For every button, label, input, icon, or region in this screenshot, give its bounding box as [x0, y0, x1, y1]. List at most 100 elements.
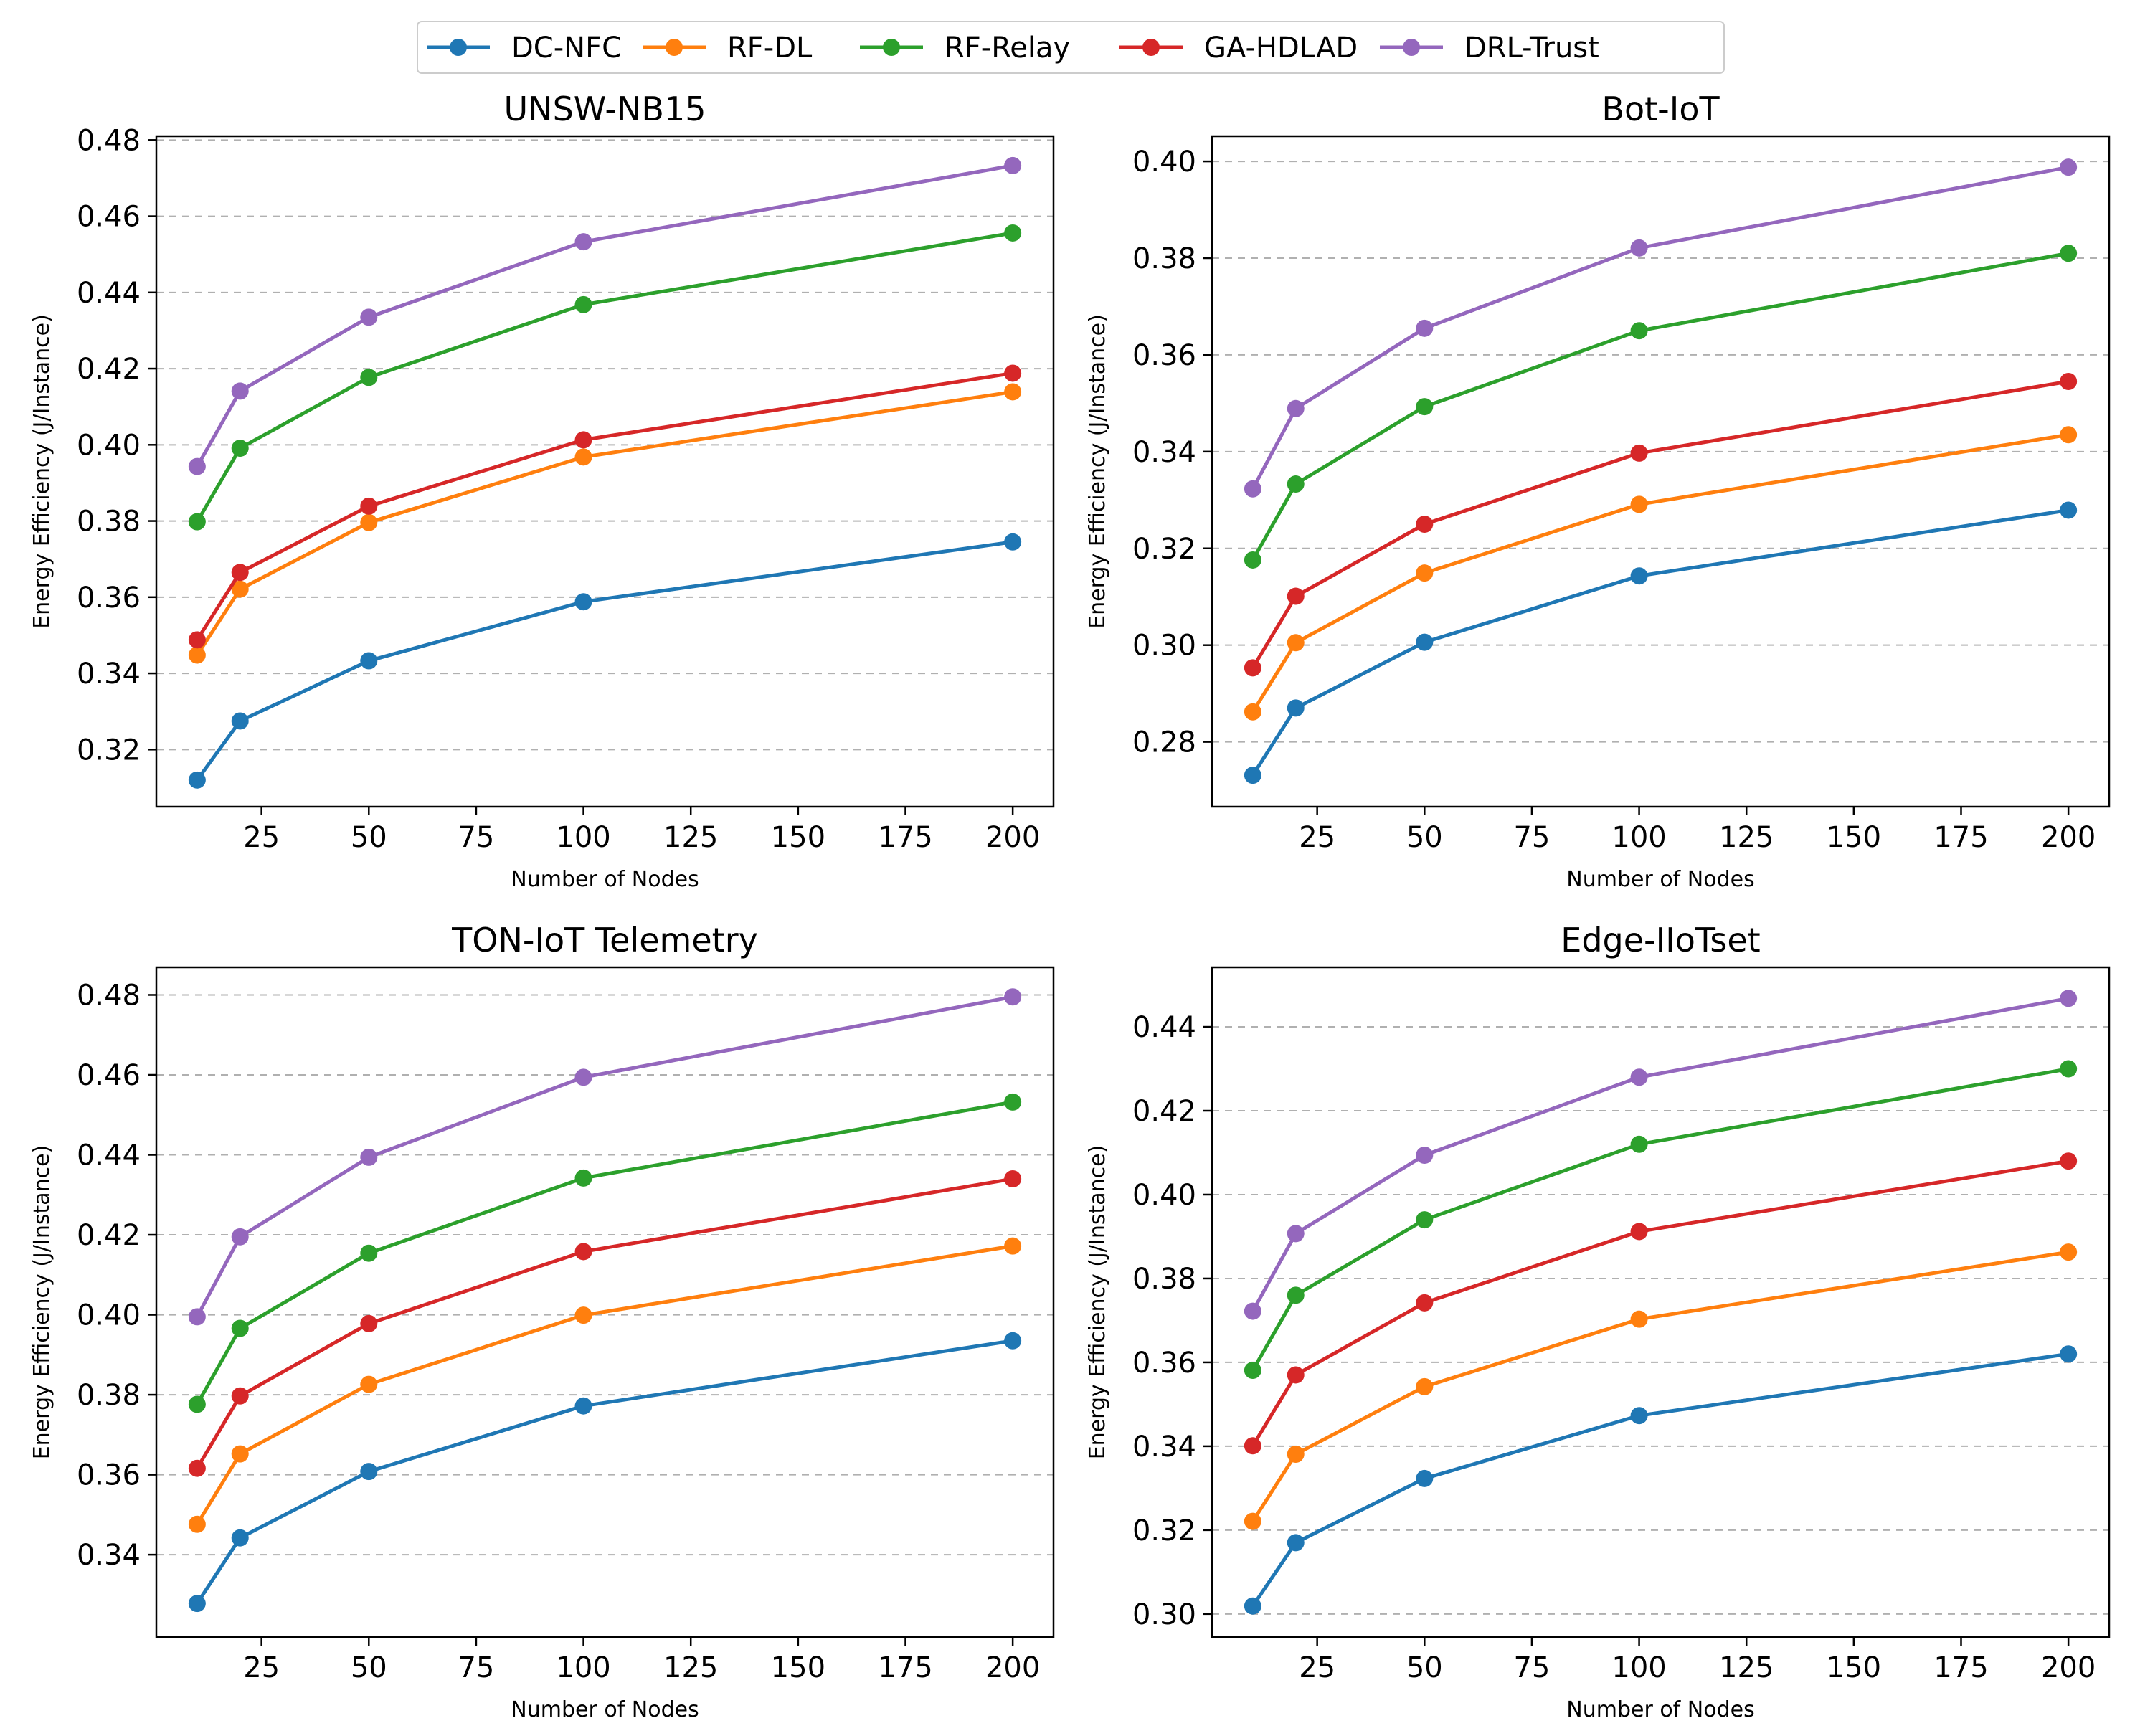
- series-line-ga-hdlad: [195, 1177, 1013, 1469]
- data-point: [1416, 1469, 1434, 1487]
- data-point: [231, 1228, 249, 1246]
- data-point: [1416, 516, 1434, 533]
- y-tick-label: 0.38: [1132, 242, 1196, 275]
- y-tick-label: 0.36: [1132, 1347, 1196, 1380]
- x-tick-label: 50: [1406, 1651, 1443, 1684]
- x-tick-label: 175: [878, 1651, 932, 1684]
- series-drl-trust: [188, 156, 1022, 475]
- x-axis-label: Number of Nodes: [511, 1697, 699, 1722]
- y-tick-label: 0.40: [1132, 146, 1196, 179]
- chart-title: Edge-IIoTset: [1561, 921, 1760, 959]
- x-axis-label: Number of Nodes: [1566, 1697, 1754, 1722]
- series-ga-hdlad: [1244, 1152, 2078, 1455]
- data-point: [188, 631, 206, 649]
- data-point: [574, 448, 592, 466]
- data-point: [360, 1463, 378, 1481]
- data-point: [188, 1515, 206, 1533]
- data-point: [2060, 158, 2078, 176]
- data-point: [1287, 634, 1305, 652]
- data-point: [360, 1148, 378, 1166]
- series-ga-hdlad: [188, 364, 1022, 649]
- series-line-rf-relay: [1251, 1067, 2069, 1372]
- data-point: [574, 1068, 592, 1086]
- x-tick-label: 75: [458, 821, 494, 854]
- x-tick-label: 200: [2041, 821, 2096, 854]
- data-point: [231, 1319, 249, 1337]
- y-axis: 0.32 0.34 0.36 0.38 0.40 0.42 0.44 0.46 0.48 Ener…: [29, 124, 156, 767]
- data-point: [574, 1397, 592, 1415]
- data-point: [2060, 1152, 2078, 1170]
- legend: DC-NFC RF-DL RF-Relay GA-HDLAD DRL-Trust: [417, 21, 1725, 74]
- data-point: [188, 513, 206, 531]
- plot-frame: [155, 135, 1055, 808]
- data-point: [1287, 1446, 1305, 1464]
- x-tick-label: 100: [1611, 1651, 1666, 1684]
- data-point: [2060, 990, 2078, 1007]
- legend-marker-ga-hdlad: [1142, 39, 1160, 56]
- data-point: [231, 580, 249, 598]
- data-point: [574, 1169, 592, 1187]
- y-tick-label: 0.42: [77, 1219, 141, 1252]
- data-point: [574, 593, 592, 611]
- y-axis: 0.30 0.32 0.34 0.36 0.38 0.40 0.42 0.44 Energy E…: [1085, 1011, 1212, 1631]
- series-rf-relay: [1244, 1060, 2078, 1380]
- legend-label-rf-relay: RF-Relay: [945, 32, 1070, 65]
- plot-frame: [1211, 966, 2111, 1638]
- y-tick-label: 0.32: [1132, 533, 1196, 566]
- x-tick-label: 75: [458, 1651, 494, 1684]
- data-point: [360, 1314, 378, 1332]
- x-tick-label: 175: [1933, 1651, 1988, 1684]
- data-point: [2060, 1060, 2078, 1078]
- chart-bot-iot: 25 50 75 100 125 150 175 200 Number of Nodes 0.28…: [1085, 90, 2111, 892]
- data-point: [1004, 1170, 1022, 1187]
- x-tick-label: 25: [1299, 821, 1335, 854]
- y-tick-label: 0.32: [1132, 1514, 1196, 1547]
- y-axis-label: Energy Efficiency (J/Instance): [29, 314, 55, 629]
- data-point: [1004, 364, 1022, 382]
- data-point: [574, 1243, 592, 1261]
- data-point: [1416, 633, 1434, 651]
- chart-title: Bot-IoT: [1601, 90, 1720, 128]
- series-drl-trust: [1244, 990, 2078, 1320]
- data-point: [1287, 399, 1305, 417]
- legend-marker-drl-trust: [1403, 39, 1420, 56]
- panels: 25 50 75 100 125 150 175 200 Number of Nodes 0.32…: [29, 90, 2111, 1722]
- x-tick-label: 175: [878, 821, 932, 854]
- data-point: [1630, 1223, 1648, 1241]
- series-line-rf-dl: [1251, 1250, 2069, 1522]
- data-point: [1004, 383, 1022, 401]
- data-point: [360, 652, 378, 670]
- series-line-rf-dl: [195, 1244, 1013, 1526]
- series-rf-relay: [188, 1093, 1022, 1413]
- series-rf-dl: [188, 383, 1022, 664]
- data-point: [1287, 699, 1305, 717]
- data-point: [1244, 1302, 1261, 1320]
- data-point: [574, 1306, 592, 1324]
- data-point: [188, 1459, 206, 1477]
- plot-frame: [1211, 135, 2111, 808]
- data-point: [2060, 501, 2078, 519]
- data-point: [231, 712, 249, 730]
- x-tick-label: 175: [1933, 821, 1988, 854]
- data-point: [1416, 319, 1434, 337]
- data-point: [1004, 156, 1022, 174]
- series-rf-dl: [1244, 426, 2078, 721]
- data-point: [574, 295, 592, 313]
- series-drl-trust: [188, 988, 1022, 1326]
- x-axis: 25 50 75 100 125 150 175 200 Number of Nodes: [1299, 1637, 2096, 1722]
- series-rf-relay: [188, 224, 1022, 531]
- chart-title: UNSW-NB15: [504, 90, 706, 128]
- data-point: [1287, 1286, 1305, 1304]
- x-tick-label: 125: [663, 1651, 718, 1684]
- legend-item-dc-nfc: DC-NFC: [427, 32, 622, 65]
- legend-item-ga-hdlad: GA-HDLAD: [1119, 32, 1358, 65]
- data-point: [574, 233, 592, 251]
- y-tick-label: 0.28: [1132, 726, 1196, 759]
- y-tick-label: 0.34: [77, 658, 141, 691]
- x-tick-label: 50: [351, 821, 387, 854]
- data-point: [360, 369, 378, 386]
- data-point: [1244, 703, 1261, 721]
- data-point: [1630, 1068, 1648, 1086]
- x-tick-label: 100: [556, 821, 610, 854]
